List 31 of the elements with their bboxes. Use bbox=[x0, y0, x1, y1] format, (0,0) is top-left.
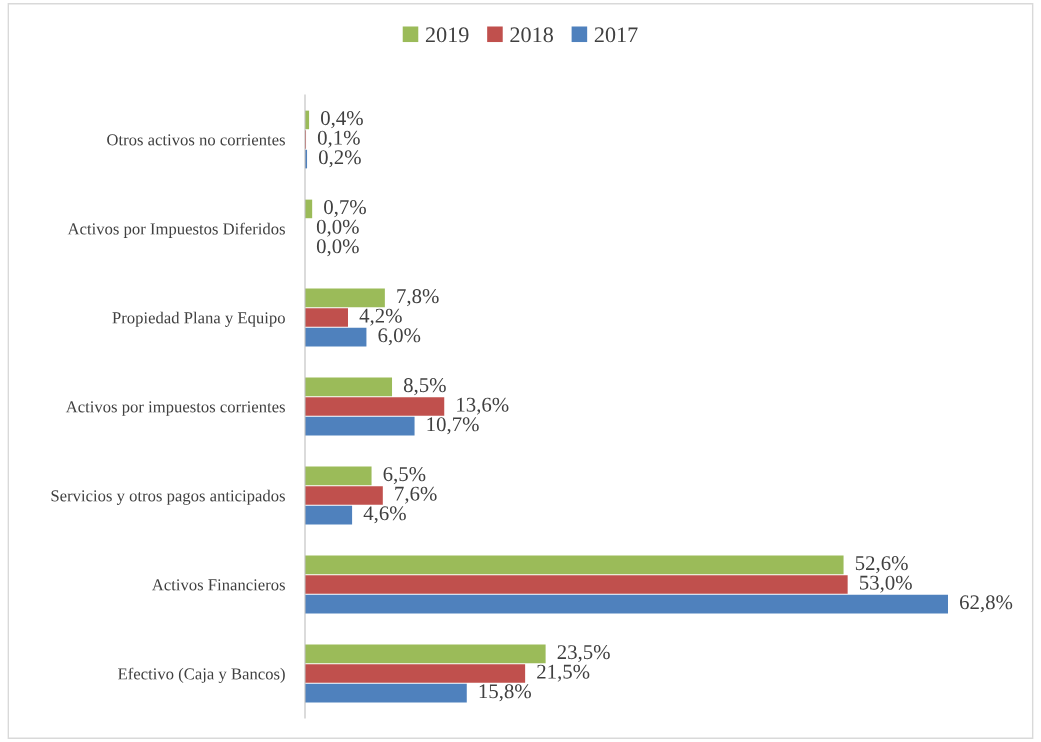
data-label: 7,6% bbox=[395, 486, 437, 504]
y-tick-label: Efectivo (Caja y Bancos) bbox=[118, 667, 285, 683]
legend-label: 2019 bbox=[425, 27, 469, 43]
data-label: 52,6% bbox=[855, 556, 908, 574]
y-tick-label: Servicios y otros pagos anticipados bbox=[51, 489, 285, 505]
y-tick-label: Activos por Impuestos Diferidos bbox=[67, 222, 285, 238]
data-label: 62,8% bbox=[960, 595, 1013, 613]
legend-label: 2018 bbox=[510, 27, 553, 43]
y-tick-label: Activos Financieros bbox=[151, 579, 285, 591]
data-label: 0,4% bbox=[321, 111, 363, 129]
data-label: 0,0% bbox=[316, 219, 359, 237]
y-tick-label: Otros activos no corrientes bbox=[107, 134, 285, 146]
data-label: 4,6% bbox=[363, 506, 406, 524]
legend-label: 2017 bbox=[594, 27, 638, 43]
data-label: 0,7% bbox=[324, 200, 366, 218]
data-label: 6,0% bbox=[378, 328, 421, 346]
data-label: 0,0% bbox=[316, 239, 359, 257]
data-label: 15,8% bbox=[479, 684, 531, 702]
data-label: 7,8% bbox=[397, 289, 439, 307]
data-label: 53,0% bbox=[859, 575, 912, 593]
y-tick-label: Activos por impuestos corrientes bbox=[65, 401, 285, 416]
data-label: 21,5% bbox=[537, 664, 590, 682]
data-label: 23,5% bbox=[557, 645, 610, 663]
data-label: 0,2% bbox=[318, 150, 361, 168]
data-label: 6,5% bbox=[383, 467, 426, 485]
data-label: 8,5% bbox=[403, 378, 446, 396]
data-label: 0,1% bbox=[317, 130, 360, 148]
data-label: 13,6% bbox=[457, 397, 509, 415]
data-label: 4,2% bbox=[359, 308, 402, 326]
y-tick-label: Propiedad Plana y Equipo bbox=[112, 311, 285, 327]
data-label: 10,7% bbox=[427, 417, 479, 435]
